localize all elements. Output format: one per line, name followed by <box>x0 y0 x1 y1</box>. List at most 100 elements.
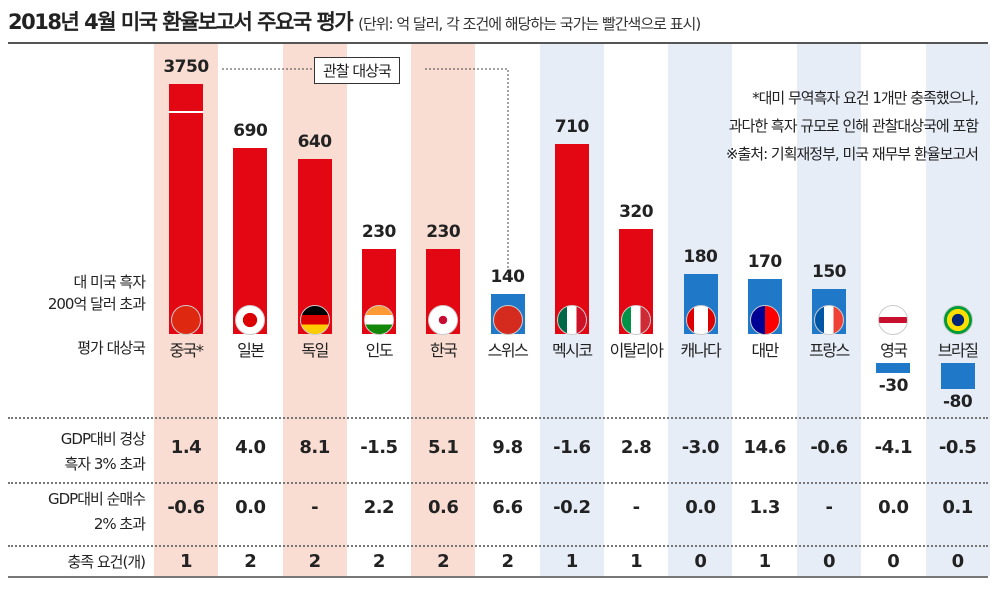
value-label: -30 <box>878 375 909 396</box>
net-purchase-value: - <box>632 497 640 518</box>
country-label: 이탈리아 <box>609 341 664 360</box>
note-line: ※출처: 기획재정부, 미국 재무부 환율보고서 <box>725 145 979 163</box>
requirements-met-value: 0 <box>694 551 707 572</box>
country-label: 멕시코 <box>551 341 593 360</box>
value-label: 170 <box>747 252 783 272</box>
italy-flag-icon <box>621 305 652 335</box>
net-purchase-value: 0.0 <box>685 497 716 518</box>
mexico-flag-icon <box>556 305 587 335</box>
value-label: 140 <box>490 267 526 287</box>
current-account-value: 5.1 <box>427 437 459 458</box>
bar-germany <box>297 159 332 334</box>
value-label: 150 <box>812 262 847 282</box>
chart-title: 2018년 4월 미국 환율보고서 주요국 평가 (단위: 억 달러, 각 조건에… <box>8 6 701 36</box>
row-label-net-purchase: GDP대비 순매수 2% 초과 <box>48 487 146 537</box>
footnote: *대미 무역흑자 요건 1개만 충족했으나, 과다한 흑자 규모로 인해 관찰대… <box>725 84 979 168</box>
current-account-value: -1.5 <box>360 437 398 458</box>
bar-china <box>169 84 204 334</box>
row-label-countries: 평가 대상국 <box>77 339 146 357</box>
current-account-value: 9.8 <box>492 437 523 458</box>
value-label: 640 <box>297 132 333 153</box>
current-account-value: 14.6 <box>743 437 786 458</box>
net-purchase-value: 0.6 <box>427 497 459 518</box>
net-purchase-value: 0.1 <box>942 497 973 518</box>
requirements-met-value: 0 <box>887 551 900 572</box>
bar-japan <box>233 148 268 334</box>
japan-flag-icon <box>235 305 266 335</box>
korea-flag-icon <box>428 305 459 335</box>
net-purchase-value: 1.3 <box>749 497 780 518</box>
requirements-met-value: 1 <box>179 551 193 572</box>
net-purchase-value: 0.0 <box>878 497 909 518</box>
bar-uk <box>876 363 911 373</box>
country-label: 한국 <box>429 341 458 360</box>
country-label: 프랑스 <box>809 341 850 360</box>
requirements-met-value: 2 <box>244 551 257 572</box>
row-label-met: 충족 요건(개) <box>67 553 146 571</box>
value-label: 3750 <box>163 57 209 77</box>
switzerland-flag-icon <box>492 305 523 335</box>
value-label: 320 <box>619 202 654 222</box>
note-line: 과다한 흑자 규모로 인해 관찰대상국에 포함 <box>728 117 979 135</box>
net-purchase-value: 0.0 <box>235 497 266 518</box>
top-rule <box>8 42 988 44</box>
label-line: 흑자 3% 초과 <box>64 455 146 473</box>
net-purchase-value: - <box>311 497 319 518</box>
brazil-flag-icon <box>942 305 973 335</box>
canada-flag-icon <box>685 305 716 335</box>
label-line: 대 미국 흑자 <box>73 273 146 291</box>
bar-mexico <box>554 144 589 334</box>
country-label: 대만 <box>751 341 779 360</box>
value-label: 690 <box>233 121 268 142</box>
requirements-met-value: 1 <box>565 551 579 572</box>
bottom-rule <box>8 576 988 578</box>
current-account-value: -0.5 <box>938 437 977 458</box>
title-text: 2018년 4월 미국 환율보고서 주요국 평가 <box>8 10 354 34</box>
net-purchase-value: -0.6 <box>167 497 205 518</box>
note-line: *대미 무역흑자 요건 1개만 충족했으나, <box>752 89 979 107</box>
india-flag-icon <box>364 305 395 335</box>
requirements-met-value: 2 <box>501 551 514 572</box>
country-label: 영국 <box>880 341 908 360</box>
label-line: 200억 달러 초과 <box>47 295 146 313</box>
requirements-met-value: 0 <box>951 551 965 572</box>
requirements-met-value: 2 <box>437 551 450 572</box>
country-label: 캐나다 <box>680 341 722 360</box>
value-label: 230 <box>361 222 397 242</box>
uk-flag-icon <box>878 305 909 335</box>
net-purchase-value: 6.6 <box>492 497 523 518</box>
row-divider <box>8 482 988 484</box>
requirements-met-value: 0 <box>822 551 836 572</box>
bar-brazil <box>940 363 975 389</box>
label-line: 2% 초과 <box>93 515 146 533</box>
observation-label: 관찰 대상국 <box>314 57 400 84</box>
country-label: 스위스 <box>487 341 529 360</box>
current-account-value: 4.0 <box>235 437 266 458</box>
value-label: 180 <box>683 247 718 267</box>
current-account-value: -0.6 <box>810 437 848 458</box>
net-purchase-value: 2.2 <box>363 497 395 518</box>
net-purchase-value: -0.2 <box>553 497 591 518</box>
requirements-met-value: 1 <box>758 551 772 572</box>
value-label: 710 <box>554 117 590 137</box>
label-line: GDP대비 경상 <box>60 430 146 448</box>
requirements-met-value: 1 <box>630 551 643 572</box>
requirements-met-value: 2 <box>308 551 322 572</box>
label-line: GDP대비 순매수 <box>48 490 146 508</box>
country-label: 독일 <box>301 341 329 360</box>
france-flag-icon <box>814 305 845 335</box>
row-label-surplus: 대 미국 흑자 200억 달러 초과 <box>47 271 146 315</box>
requirements-met-value: 2 <box>372 551 386 572</box>
value-label: 230 <box>426 222 461 242</box>
country-label: 중국* <box>169 341 204 360</box>
net-purchase-value: - <box>825 497 833 518</box>
current-account-value: 8.1 <box>299 437 330 458</box>
country-label: 인도 <box>365 341 394 360</box>
current-account-value: -3.0 <box>681 437 720 458</box>
germany-flag-icon <box>299 305 330 335</box>
country-label: 일본 <box>237 341 265 360</box>
current-account-value: -1.6 <box>553 437 591 458</box>
subtitle: (단위: 억 달러, 각 조건에 해당하는 국가는 빨간색으로 표시) <box>358 15 701 33</box>
